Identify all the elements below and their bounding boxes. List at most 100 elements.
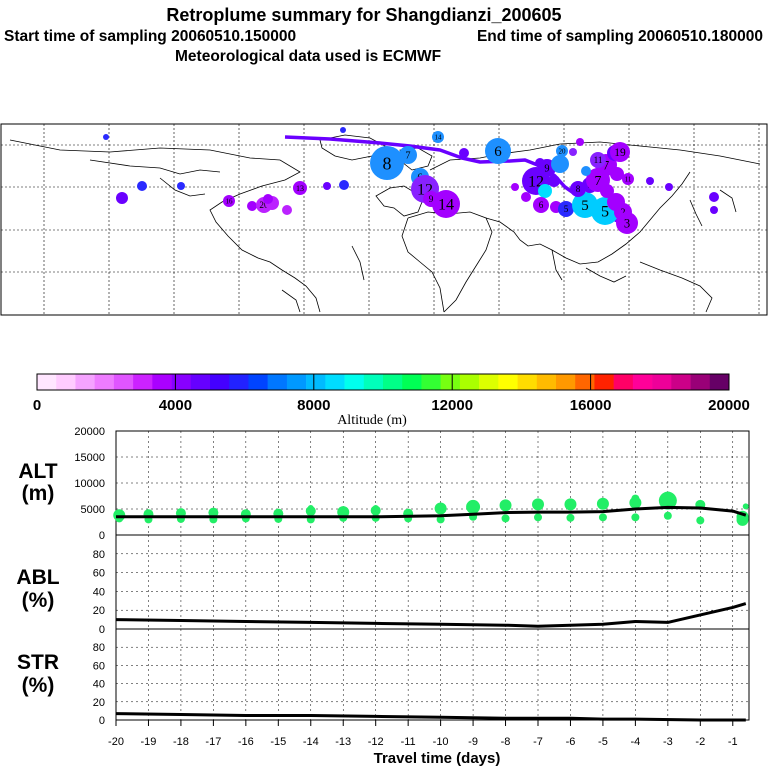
str-y-tick-label: 0 [99, 715, 105, 727]
plume-marker [709, 192, 719, 202]
colorbar-tick-label: 8000 [297, 397, 330, 414]
abl-series-line [115, 602, 747, 628]
plume-marker-label: 14 [435, 133, 443, 141]
plume-marker-label: 20 [559, 147, 567, 155]
colorbar-cell [325, 374, 345, 390]
plume-marker [538, 184, 552, 198]
abl-panel-frame [115, 534, 750, 630]
colorbar-cells [37, 374, 730, 390]
str-panel-frame [115, 628, 750, 721]
colorbar-cell [383, 374, 403, 390]
plume-marker [116, 192, 128, 204]
x-tick-label: -6 [566, 736, 576, 748]
x-tick-label: -2 [695, 736, 705, 748]
x-tick-label: -4 [630, 736, 640, 748]
plume-marker-label: 6 [539, 200, 544, 210]
colorbar-tick-label: 12000 [431, 397, 473, 414]
abl-y-tick-label: 20 [93, 605, 105, 617]
alt-cluster-point [742, 503, 749, 510]
plume-marker [370, 146, 404, 180]
colorbar-tick-label: 4000 [159, 397, 192, 414]
plume-marker [137, 181, 147, 191]
plume-marker [485, 138, 511, 164]
colorbar-cell [113, 374, 134, 390]
colorbar-cell [286, 374, 307, 390]
timeseries-panels: ALT (m) ABL (%) STR (%) 0 5000 10000 15000 2… [16, 426, 750, 748]
colorbar-cell [133, 374, 153, 390]
colorbar-cell [594, 374, 614, 390]
colorbar-cell [152, 374, 172, 390]
plume-marker-label: 5 [581, 198, 588, 214]
x-tick-label: -12 [368, 736, 384, 748]
x-tick-label: -10 [433, 736, 449, 748]
alt-cluster-point [434, 502, 447, 515]
plume-marker-label: 8 [576, 184, 581, 194]
abl-y-tick-label: 0 [99, 624, 105, 636]
colorbar-cell [479, 374, 499, 390]
alt-cluster-point [598, 513, 607, 522]
str-panel-label: STR [17, 651, 59, 674]
alt-cluster-point [566, 513, 575, 522]
x-tick-label: -7 [533, 736, 543, 748]
plume-marker [340, 127, 346, 133]
alt-cluster-point [663, 511, 672, 520]
alt-panel-label: ALT [18, 460, 57, 483]
end-time-label: End time of sampling 20060510.180000 [477, 28, 763, 45]
colorbar-cell [632, 374, 653, 390]
colorbar-cell [440, 374, 461, 390]
plume-marker [556, 145, 568, 157]
colorbar-cell [709, 374, 730, 390]
plume-marker-label: 3 [624, 216, 630, 230]
plume-marker [247, 201, 257, 211]
str-y-tick-label: 40 [93, 679, 105, 691]
x-tick-label: -8 [501, 736, 511, 748]
colorbar-cell [344, 374, 365, 390]
alt-cluster-point [736, 513, 749, 526]
colorbar-cell [56, 374, 76, 390]
colorbar-cell [229, 374, 249, 390]
abl-panel-label: ABL [16, 566, 59, 589]
alt-cluster-point [208, 507, 219, 518]
alt-panel-unit: (m) [22, 482, 55, 505]
plume-markers: 1620138714612149612962055857571110191123 [103, 127, 719, 234]
plume-marker-label: 5 [564, 204, 569, 214]
alt-y-tick-label: 10000 [74, 478, 105, 490]
plume-marker-label: 14 [438, 197, 454, 214]
alt-cluster-point [466, 499, 481, 514]
plume-marker [600, 184, 614, 198]
alt-y-tick-label: 0 [99, 530, 105, 542]
alt-y-tick-label: 15000 [74, 452, 105, 464]
plume-marker-label: 8 [383, 153, 392, 173]
plume-marker [432, 190, 460, 218]
plume-marker [323, 182, 331, 190]
str-panel-unit: (%) [22, 674, 55, 697]
plume-marker-label: 7 [405, 151, 410, 162]
alt-cluster-point [534, 513, 542, 522]
met-data-label: Meteorological data used is ECMWF [175, 48, 441, 65]
plume-marker [610, 142, 630, 162]
colorbar-cell [421, 374, 441, 390]
plume-marker [282, 205, 292, 215]
x-tick-label: -1 [728, 736, 738, 748]
plume-marker [622, 173, 634, 185]
x-axis-label: Travel time (days) [374, 750, 501, 767]
alt-series-line [116, 505, 747, 519]
colorbar-cell [75, 374, 95, 390]
colorbar-cell [517, 374, 538, 390]
alt-cluster-point [564, 498, 577, 511]
plume-marker [511, 183, 519, 191]
plume-marker [576, 138, 584, 146]
colorbar-cell [459, 374, 480, 390]
plume-marker [710, 206, 718, 214]
plume-marker [610, 167, 624, 181]
plume-marker-label: 7 [595, 173, 602, 188]
plume-marker [558, 201, 574, 217]
colorbar-cell [363, 374, 384, 390]
abl-y-tick-label: 80 [93, 549, 105, 561]
x-tick-label: -11 [401, 736, 416, 748]
str-y-tick-label: 60 [93, 660, 105, 672]
x-tick-label: -15 [270, 736, 286, 748]
plume-marker [569, 148, 577, 156]
alt-y-tick-label: 20000 [74, 426, 105, 438]
